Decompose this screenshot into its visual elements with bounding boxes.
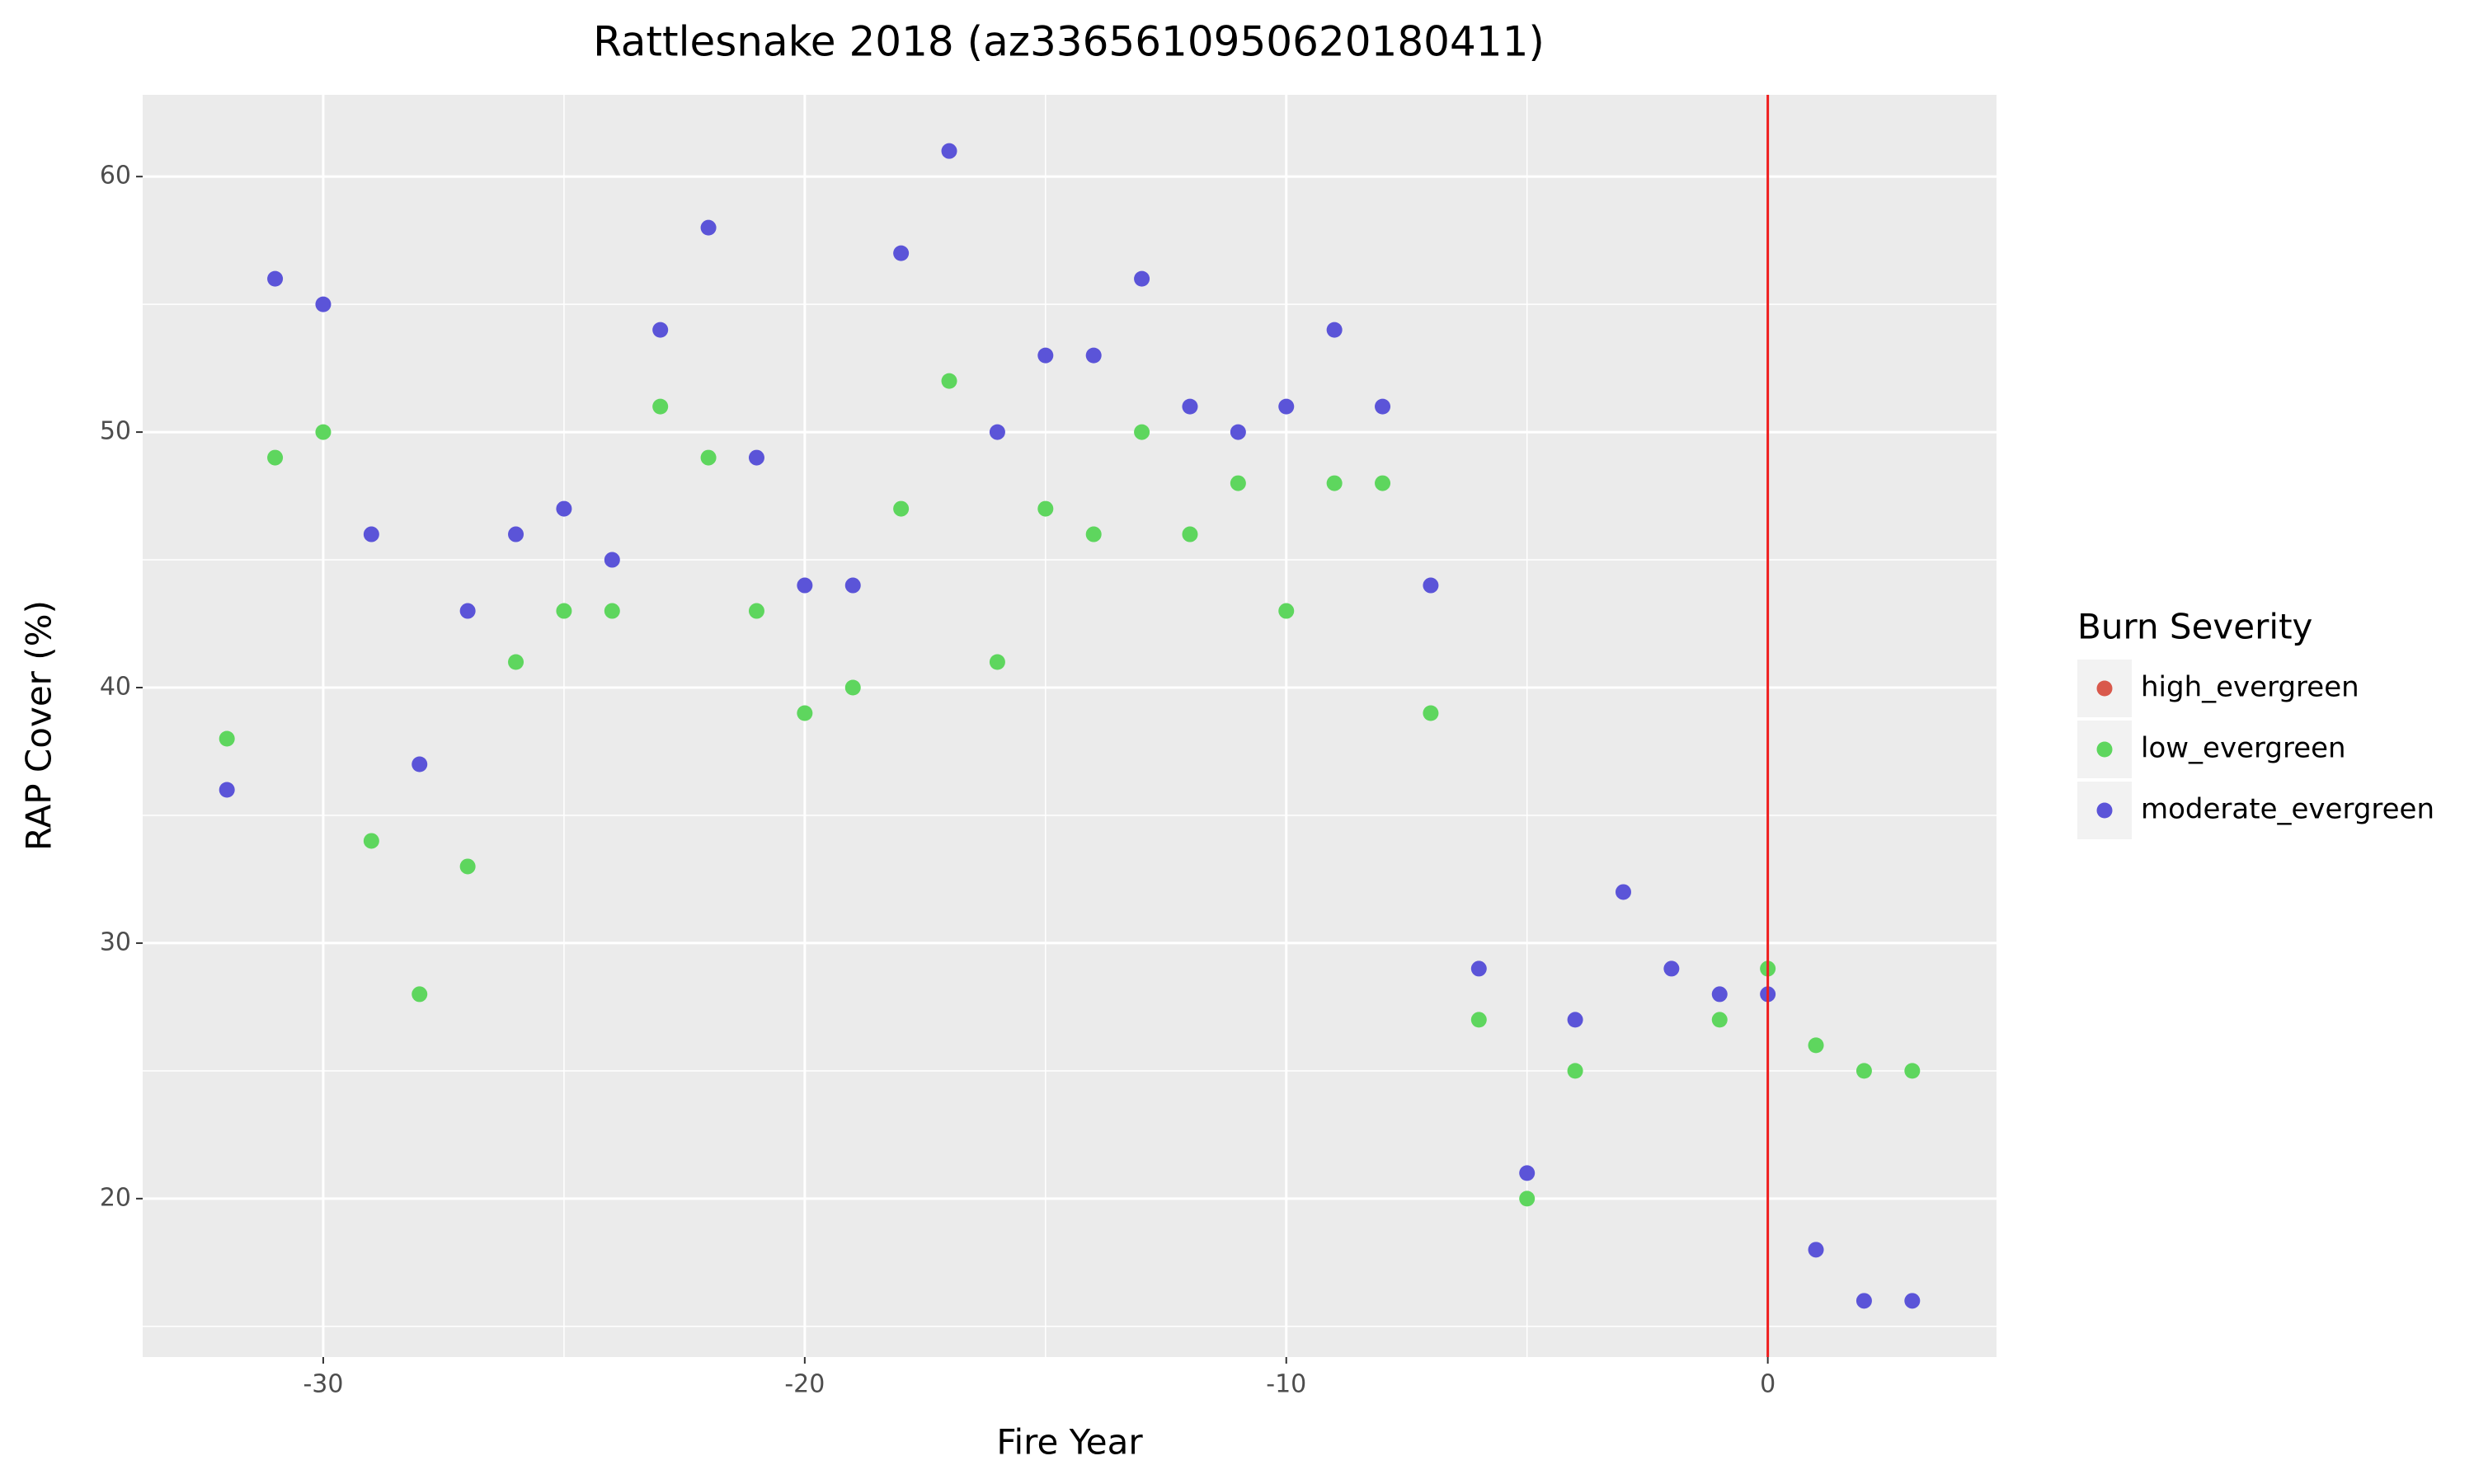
y-tick-label: 20 [100, 1183, 131, 1212]
point [844, 577, 861, 594]
point [797, 577, 813, 594]
point [748, 603, 764, 619]
point [267, 270, 284, 287]
chart-title: Rattlesnake 2018 (az3365610950620180411) [593, 18, 1545, 66]
y-tick-label: 50 [100, 417, 131, 446]
point [508, 526, 524, 542]
y-tick-label: 40 [100, 673, 131, 702]
point [989, 424, 1005, 440]
point [556, 603, 572, 619]
point [604, 603, 620, 619]
x-axis-title: Fire Year [996, 1422, 1143, 1463]
point [1134, 270, 1150, 287]
point [700, 219, 717, 236]
legend-marker [2096, 802, 2113, 819]
point [219, 782, 235, 798]
y-axis-title: RAP Cover (%) [19, 600, 59, 851]
legend-marker [2096, 741, 2113, 758]
point [652, 398, 669, 415]
point [1326, 475, 1343, 491]
y-tick-label: 60 [100, 162, 131, 190]
x-tick-label: -20 [784, 1370, 825, 1399]
point [1567, 1063, 1583, 1079]
point [267, 449, 284, 466]
y-tick-label: 30 [100, 928, 131, 956]
point [1085, 526, 1102, 542]
point [219, 730, 235, 747]
point [1134, 424, 1150, 440]
point [1182, 398, 1198, 415]
point [1037, 500, 1054, 517]
point [700, 449, 717, 466]
point [363, 833, 379, 849]
x-tick-label: 0 [1760, 1370, 1776, 1399]
point [1375, 398, 1391, 415]
x-tick-label: -10 [1266, 1370, 1306, 1399]
point [989, 654, 1005, 670]
point [1904, 1293, 1921, 1309]
point [1423, 577, 1439, 594]
point [652, 322, 669, 338]
point [941, 143, 957, 159]
legend-label: moderate_evergreen [2141, 793, 2434, 826]
point [1230, 475, 1246, 491]
point [1519, 1165, 1536, 1181]
point [459, 603, 476, 619]
point [1470, 1012, 1487, 1028]
point [1808, 1037, 1824, 1054]
point [412, 756, 428, 773]
point [1808, 1242, 1824, 1258]
point [1230, 424, 1246, 440]
point [893, 500, 910, 517]
point [556, 500, 572, 517]
point [508, 654, 524, 670]
point [748, 449, 764, 466]
legend-label: low_evergreen [2141, 732, 2346, 765]
point [1037, 347, 1054, 364]
point [844, 679, 861, 696]
point [363, 526, 379, 542]
x-tick-label: -30 [303, 1370, 343, 1399]
point [941, 373, 957, 389]
legend-label: high_evergreen [2141, 671, 2359, 704]
point [893, 245, 910, 261]
legend-marker [2096, 680, 2113, 697]
point [315, 424, 332, 440]
point [1711, 986, 1728, 1003]
point [1615, 884, 1631, 900]
point [1711, 1012, 1728, 1028]
point [1278, 603, 1295, 619]
point [1423, 705, 1439, 721]
point [1326, 322, 1343, 338]
point [1856, 1063, 1872, 1079]
point [315, 296, 332, 312]
point [1904, 1063, 1921, 1079]
point [1519, 1190, 1536, 1207]
point [1470, 960, 1487, 977]
point [1375, 475, 1391, 491]
plot-background [143, 95, 1997, 1357]
point [1663, 960, 1680, 977]
point [1182, 526, 1198, 542]
point [1856, 1293, 1872, 1309]
point [604, 552, 620, 568]
legend-title: Burn Severity [2077, 607, 2312, 647]
point [1567, 1012, 1583, 1028]
point [459, 858, 476, 875]
point [1085, 347, 1102, 364]
point [412, 986, 428, 1003]
point [797, 705, 813, 721]
point [1278, 398, 1295, 415]
